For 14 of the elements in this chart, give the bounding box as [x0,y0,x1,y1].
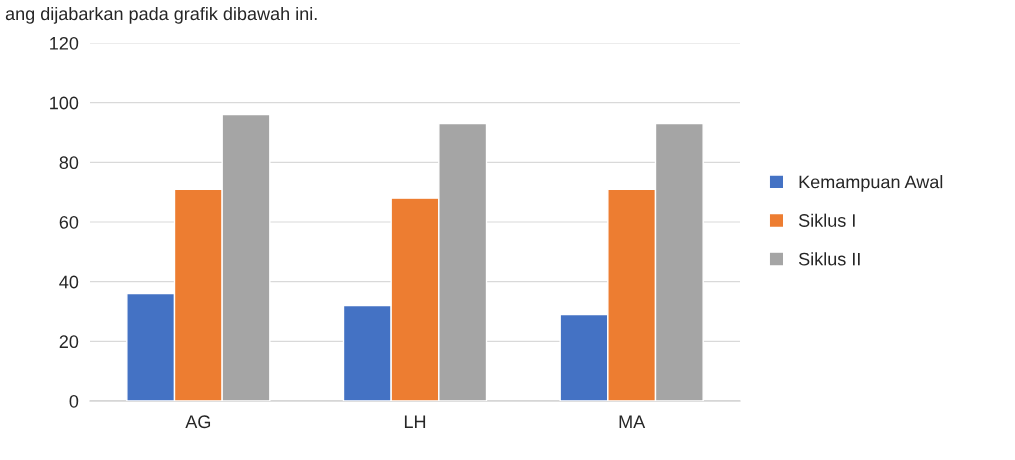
y-tick-label: 60 [59,215,79,229]
y-tick-label: 80 [59,156,79,170]
y-tick-label: 120 [50,36,79,50]
legend-label: Siklus I [798,213,855,227]
y-tick-label: 100 [50,96,79,110]
y-tick-label: 0 [69,394,79,408]
x-tick-label: AG [185,415,211,429]
legend-label: Siklus II [798,252,860,266]
legend-label: Kemampuan Awal [799,175,943,192]
y-tick-label: 40 [59,275,79,289]
x-tick-label: MA [619,415,646,428]
x-tick-label: LH [404,415,426,428]
y-tick-label: 20 [59,335,79,349]
text: ang dijabarkan pada grafik dibawah ini. [5,6,317,24]
